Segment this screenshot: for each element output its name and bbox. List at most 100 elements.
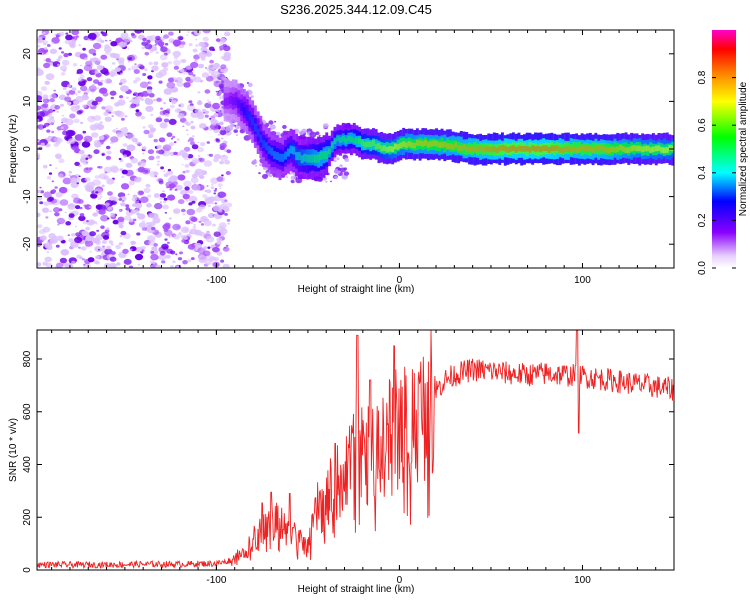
ridge-segment [465, 146, 469, 152]
speckle-dot [134, 253, 144, 261]
snr-y-tick-label: 400 [22, 456, 33, 473]
speckle-dot [47, 135, 53, 140]
speckle-dot [164, 42, 169, 46]
speckle-dot [141, 146, 147, 150]
speckle-dot [322, 123, 329, 129]
speckle-dot [37, 111, 46, 118]
speckle-dot [168, 98, 172, 101]
speckle-dot [121, 175, 125, 179]
speckle-dot [185, 129, 189, 132]
speckle-dot [127, 61, 131, 63]
speckle-dot [61, 51, 65, 54]
speckle-dot [186, 133, 189, 136]
ridge-segment [308, 154, 312, 163]
speckle-dot [163, 34, 170, 39]
speckle-dot [140, 64, 144, 68]
speckle-dot [88, 206, 92, 208]
speckle-dot [144, 51, 150, 56]
speckle-dot [188, 195, 198, 203]
speckle-dot [176, 70, 180, 73]
speckle-dot [134, 202, 143, 209]
speckle-dot [170, 265, 174, 268]
speckle-dot [217, 133, 221, 136]
speckle-dot [93, 149, 100, 155]
speckle-dot [130, 209, 137, 214]
speckle-dot [175, 77, 183, 83]
speckle-dot [190, 141, 195, 146]
speckle-dot [64, 96, 72, 102]
ridge-segment [476, 146, 480, 152]
speckle-dot [107, 191, 113, 196]
speckle-dot [37, 125, 42, 129]
ridge-segment [388, 146, 392, 152]
speckle-dot [119, 148, 127, 154]
ridge-segment [278, 153, 282, 162]
speckle-dot [102, 235, 110, 240]
speckle-dot [127, 48, 130, 50]
ridge-segment [322, 151, 326, 160]
speckle-dot [159, 122, 168, 129]
speckle-dot [98, 173, 107, 180]
speckle-dot [156, 97, 162, 102]
speckle-dot [83, 167, 92, 174]
ridge-segment [520, 145, 524, 152]
speckle-dot [190, 125, 196, 130]
speckle-dot [137, 190, 144, 196]
speckle-dot [215, 38, 221, 42]
ridge-segment [572, 146, 576, 153]
speckle-dot [166, 81, 176, 89]
ridge-segment [363, 141, 367, 148]
speckle-dot [117, 102, 122, 106]
speckle-dot [37, 105, 41, 111]
speckle-dot [47, 118, 56, 125]
speckle-dot [136, 212, 140, 216]
speckle-dot [84, 240, 94, 247]
speckle-dot [193, 223, 196, 226]
ridge-segment [259, 134, 263, 143]
speckle-dot [98, 209, 106, 215]
speckle-dot [136, 111, 141, 115]
speckle-dot [214, 188, 218, 190]
speckle-dot [159, 54, 168, 61]
speckle-dot [162, 204, 169, 210]
speckle-dot [234, 124, 237, 127]
ridge-segment [393, 143, 397, 150]
speckle-dot [204, 67, 208, 69]
speckle-dot [49, 210, 52, 213]
speckle-dot [54, 105, 61, 110]
speckle-dot [210, 177, 219, 184]
speckle-dot [46, 129, 51, 133]
colorbar-label: Normalized spectral amplitude [738, 81, 749, 216]
speckle-dot [93, 260, 99, 265]
speckle-dot [122, 143, 128, 147]
speckle-dot [301, 128, 307, 134]
speckle-dot [204, 189, 208, 193]
ridge-segment [437, 142, 441, 148]
speckle-dot [140, 196, 149, 203]
speckle-dot [179, 234, 183, 237]
speckle-dot [175, 253, 178, 256]
speckle-dot [95, 72, 102, 78]
speckle-dot [188, 100, 193, 104]
ridge-segment [426, 141, 430, 148]
speckle-dot [186, 34, 189, 37]
ridge-segment [424, 140, 427, 146]
ridge-segment [366, 141, 370, 147]
speckle-dot [76, 254, 82, 259]
speckle-dot [82, 160, 89, 166]
ridge-segment [597, 145, 600, 151]
speckle-dot [167, 61, 172, 65]
ridge-segment [657, 145, 661, 152]
speckle-dot [94, 142, 102, 148]
speckle-dot [199, 231, 206, 237]
ridge-segment [501, 144, 504, 151]
speckle-dot [103, 71, 110, 76]
speckle-dot [153, 243, 158, 247]
ridge-segment [328, 148, 331, 155]
speckle-dot [65, 263, 74, 268]
ridge-segment [616, 146, 620, 152]
speckle-dot [344, 157, 350, 162]
speckle-dot [155, 72, 164, 79]
ridge-segment [470, 145, 474, 151]
ridge-segment [399, 142, 403, 149]
